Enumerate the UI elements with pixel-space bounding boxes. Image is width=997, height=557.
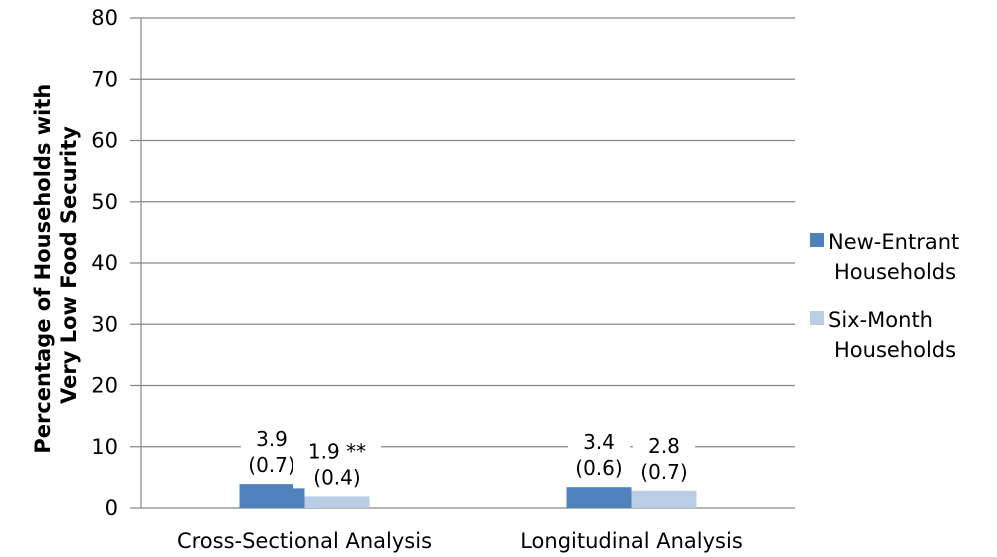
y-axis-label-line: Very Low Food Security <box>57 126 81 404</box>
legend-label: Households <box>834 338 956 362</box>
legend: New-Entrant Households Six-Month Households <box>810 230 959 362</box>
y-tick-label: 70 <box>91 67 118 91</box>
y-tick-label: 20 <box>91 374 118 398</box>
data-label: (0.7) <box>248 453 295 477</box>
data-label: 3.9 <box>256 427 288 451</box>
category-labels: Cross-Sectional Analysis Longitudinal Ana… <box>177 529 743 553</box>
y-tick-label: 80 <box>91 6 118 30</box>
data-label: 3.4 <box>583 430 615 454</box>
data-label-bg <box>633 424 695 483</box>
y-tick-label: 40 <box>91 251 118 275</box>
x-category-label: Cross-Sectional Analysis <box>177 529 432 553</box>
bar <box>239 484 305 508</box>
y-tick-label: 10 <box>91 435 118 459</box>
legend-label: Six-Month <box>828 308 933 332</box>
y-tick-label: 30 <box>91 312 118 336</box>
bars <box>239 484 697 508</box>
data-label-bg <box>241 418 303 477</box>
legend-swatch <box>810 233 824 247</box>
data-label: 2.8 <box>648 434 680 458</box>
x-category-label: Longitudinal Analysis <box>520 529 743 553</box>
legend-label: Households <box>834 260 956 284</box>
data-label-bg <box>293 430 381 489</box>
bar <box>566 487 632 508</box>
y-tick-label: 60 <box>91 129 118 153</box>
bar <box>304 496 370 508</box>
data-label: (0.7) <box>640 460 687 484</box>
data-label: 1.9 ** <box>308 439 366 463</box>
y-axis-label-line: Percentage of Households with <box>31 84 55 454</box>
y-tick-label: 50 <box>91 190 118 214</box>
legend-swatch <box>810 311 824 325</box>
data-label-bg <box>568 421 630 480</box>
gridlines <box>130 17 795 509</box>
data-label: (0.6) <box>575 456 622 480</box>
data-label: (0.4) <box>313 465 360 489</box>
y-axis-ticks: 0 10 20 30 40 50 60 70 80 <box>91 6 118 520</box>
y-tick-label: 0 <box>105 496 118 520</box>
legend-label: New-Entrant <box>828 230 959 254</box>
data-labels: 3.9(0.7)1.9 **(0.4)3.4(0.6)2.8(0.7) <box>241 418 695 489</box>
y-axis-label: Percentage of Households with Very Low F… <box>31 76 81 453</box>
bar <box>631 490 697 508</box>
